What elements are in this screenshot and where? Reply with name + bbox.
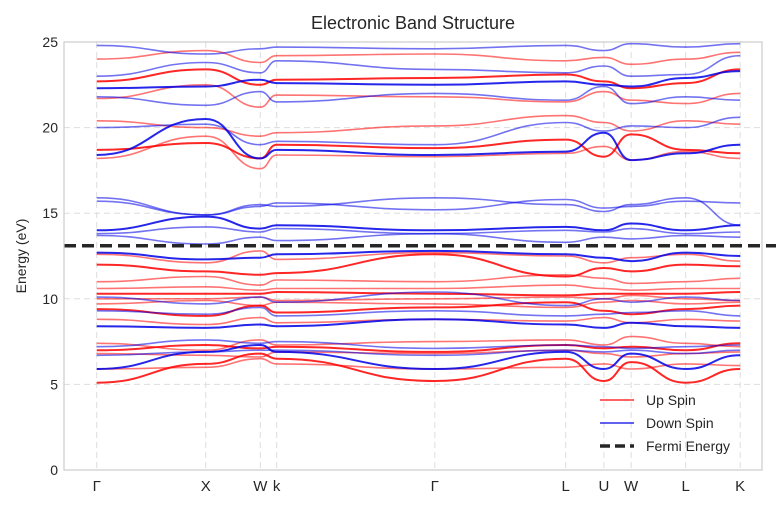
x-tick-label: X — [201, 478, 211, 495]
legend-label: Down Spin — [646, 415, 714, 431]
y-axis-label: Energy (eV) — [13, 219, 29, 294]
y-tick-label: 5 — [50, 376, 58, 392]
legend-label: Fermi Energy — [646, 438, 730, 454]
up-spin-band — [96, 294, 741, 302]
down-spin-band — [96, 343, 741, 371]
down-spin-band — [96, 42, 741, 55]
y-tick-label: 20 — [42, 120, 58, 136]
down-spin-band — [96, 339, 741, 350]
up-spin-band — [96, 253, 741, 278]
down-spin-band — [96, 318, 741, 329]
y-tick-label: 10 — [42, 291, 58, 307]
down-spin-band — [96, 232, 741, 245]
band-lines — [96, 42, 741, 384]
chart-title: Electronic Band Structure — [311, 13, 515, 33]
down-spin-band — [96, 306, 741, 317]
down-spin-band — [96, 249, 741, 263]
x-tick-label: U — [598, 478, 609, 495]
up-spin-band — [96, 335, 741, 352]
y-tick-label: 15 — [42, 205, 58, 221]
up-spin-band — [96, 357, 741, 370]
y-tick-label: 0 — [50, 462, 58, 478]
up-spin-band — [96, 290, 741, 297]
x-tick-label: Γ — [93, 478, 101, 495]
x-tick-label: L — [562, 478, 570, 495]
up-spin-band — [96, 284, 741, 292]
x-tick-label: W — [253, 478, 268, 495]
x-tick-label: L — [681, 478, 689, 495]
down-spin-band — [96, 226, 741, 235]
up-spin-band — [96, 68, 741, 90]
down-spin-band — [96, 116, 741, 146]
plot-frame — [63, 41, 763, 471]
down-spin-band — [96, 349, 741, 357]
down-spin-band — [96, 70, 741, 90]
x-tick-label: Γ — [431, 478, 439, 495]
x-tick-label: K — [735, 478, 745, 495]
plot-background — [64, 42, 762, 470]
y-tick-label: 25 — [42, 34, 58, 50]
down-spin-band — [96, 291, 741, 307]
y-tick-labels: 0 5 10 15 20 25 — [42, 34, 58, 478]
legend-label: Up Spin — [646, 392, 696, 408]
down-spin-band — [96, 85, 741, 107]
down-spin-band — [96, 198, 741, 216]
up-spin-band — [96, 273, 741, 286]
x-tick-label: W — [624, 478, 639, 495]
legend: Up Spin Down Spin Fermi Energy — [600, 392, 730, 454]
down-spin-band — [96, 54, 741, 78]
up-spin-band — [96, 49, 741, 66]
up-spin-band — [96, 83, 741, 108]
up-spin-band — [96, 133, 741, 160]
x-tick-label: k — [273, 478, 281, 495]
down-spin-band — [96, 215, 741, 232]
down-spin-band — [96, 117, 741, 162]
